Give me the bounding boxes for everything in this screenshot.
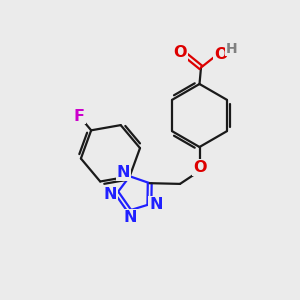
Text: H: H [226,42,238,56]
Text: O: O [193,160,206,175]
Text: N: N [116,165,130,180]
Text: N: N [104,187,117,202]
Text: O: O [214,47,227,62]
Text: N: N [124,210,137,225]
Text: F: F [74,109,85,124]
Text: N: N [149,197,163,212]
Text: O: O [173,45,187,60]
